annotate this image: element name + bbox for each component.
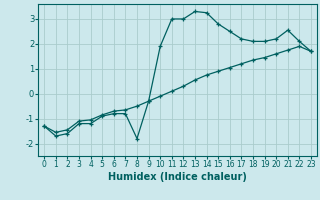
X-axis label: Humidex (Indice chaleur): Humidex (Indice chaleur) <box>108 172 247 182</box>
